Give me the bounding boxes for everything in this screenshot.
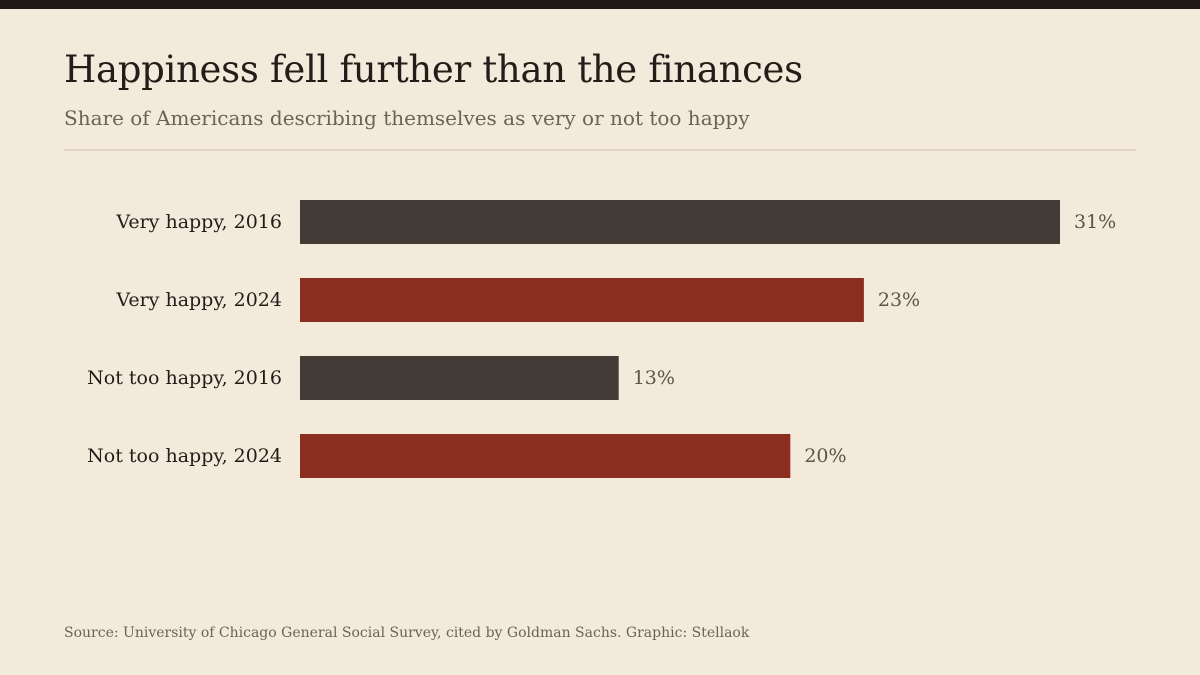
value-label: 23% (878, 289, 920, 311)
value-label: 31% (1074, 211, 1116, 233)
chart-subtitle: Share of Americans describing themselves… (64, 106, 750, 130)
top-accent-bar (0, 0, 1200, 9)
bar (300, 434, 791, 478)
bar (300, 200, 1060, 244)
bar (300, 278, 864, 322)
category-label: Not too happy, 2016 (87, 367, 282, 389)
value-label: 13% (633, 367, 675, 389)
category-label: Very happy, 2016 (115, 211, 282, 233)
header-divider (64, 149, 1136, 151)
category-label: Not too happy, 2024 (87, 445, 282, 467)
category-label: Very happy, 2024 (115, 289, 282, 311)
chart-title: Happiness fell further than the finances (64, 48, 803, 91)
value-label: 20% (804, 445, 846, 467)
source-note: Source: University of Chicago General So… (64, 625, 750, 641)
bar (300, 356, 619, 400)
